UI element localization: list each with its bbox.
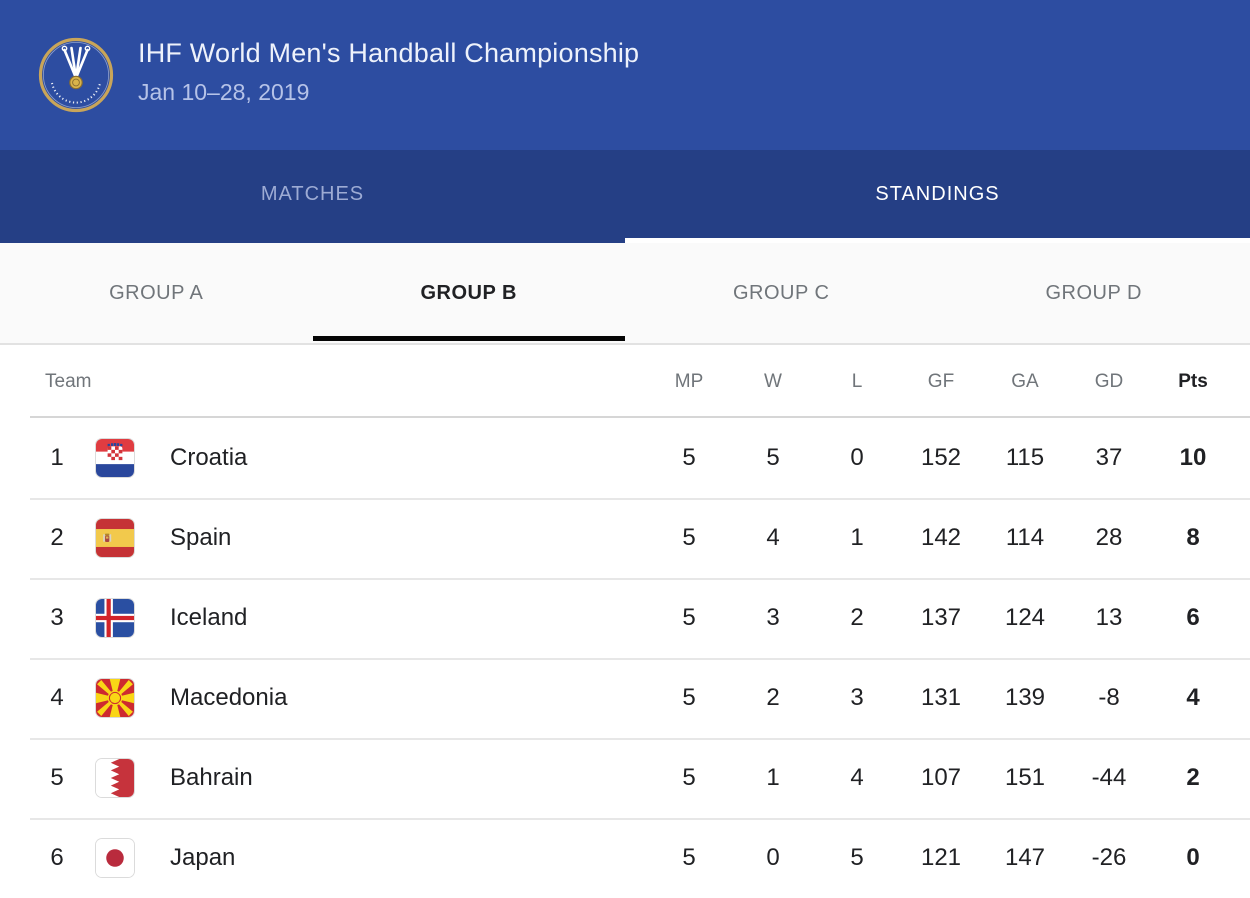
croatia-flag-icon xyxy=(96,439,134,477)
cell-pts: 8 xyxy=(1151,524,1235,552)
standings-table: Team MP W L GF GA GD Pts 1 Croatia 5 5 0… xyxy=(0,345,1250,898)
tab-group-d[interactable]: GROUP D xyxy=(938,243,1250,343)
table-row[interactable]: 5 Bahrain 5 1 4 107 151 -44 2 xyxy=(0,738,1250,818)
tab-group-c[interactable]: GROUP C xyxy=(625,243,938,343)
tab-group-b[interactable]: GROUP B xyxy=(313,243,626,343)
team-name: Bahrain xyxy=(170,764,647,792)
cell-w: 2 xyxy=(731,684,815,712)
japan-flag-icon xyxy=(96,839,134,877)
rank-number: 6 xyxy=(30,844,84,872)
bahrain-flag-icon xyxy=(96,759,134,797)
widget-header: IHF World Men's Handball Championship Ja… xyxy=(0,0,1250,150)
table-row[interactable]: 3 Iceland 5 3 2 137 124 13 6 xyxy=(0,578,1250,658)
table-row[interactable]: 2 Spain 5 4 1 142 114 28 8 xyxy=(0,498,1250,578)
col-w: W xyxy=(731,371,815,393)
cell-ga: 115 xyxy=(983,444,1067,472)
col-gd: GD xyxy=(1067,371,1151,393)
page-title: IHF World Men's Handball Championship xyxy=(138,38,639,69)
cell-mp: 5 xyxy=(647,844,731,872)
rank-number: 4 xyxy=(30,684,84,712)
cell-mp: 5 xyxy=(647,524,731,552)
event-dates: Jan 10–28, 2019 xyxy=(138,79,639,106)
rank-number: 3 xyxy=(30,604,84,632)
cell-pts: 0 xyxy=(1151,844,1235,872)
cell-gf: 152 xyxy=(899,444,983,472)
main-tab-bar: MATCHES STANDINGS xyxy=(0,150,1250,243)
cell-gd: 13 xyxy=(1067,604,1151,632)
cell-gf: 137 xyxy=(899,604,983,632)
cell-ga: 151 xyxy=(983,764,1067,792)
cell-pts: 6 xyxy=(1151,604,1235,632)
ihf-federation-logo-icon xyxy=(36,35,116,115)
cell-gf: 107 xyxy=(899,764,983,792)
tab-group-a[interactable]: GROUP A xyxy=(0,243,313,343)
cell-gd: -26 xyxy=(1067,844,1151,872)
cell-w: 1 xyxy=(731,764,815,792)
iceland-flag-icon xyxy=(96,599,134,637)
cell-gd: 37 xyxy=(1067,444,1151,472)
col-ga: GA xyxy=(983,371,1067,393)
team-name: Iceland xyxy=(170,604,647,632)
team-name: Macedonia xyxy=(170,684,647,712)
macedonia-flag-icon xyxy=(96,679,134,717)
team-name: Japan xyxy=(170,844,647,872)
rank-number: 5 xyxy=(30,764,84,792)
cell-w: 4 xyxy=(731,524,815,552)
cell-l: 1 xyxy=(815,524,899,552)
rank-number: 2 xyxy=(30,524,84,552)
cell-l: 3 xyxy=(815,684,899,712)
team-name: Croatia xyxy=(170,444,647,472)
cell-mp: 5 xyxy=(647,604,731,632)
cell-ga: 124 xyxy=(983,604,1067,632)
col-gf: GF xyxy=(899,371,983,393)
cell-gf: 121 xyxy=(899,844,983,872)
cell-mp: 5 xyxy=(647,444,731,472)
cell-pts: 2 xyxy=(1151,764,1235,792)
team-name: Spain xyxy=(170,524,647,552)
group-tab-bar: GROUP A GROUP B GROUP C GROUP D xyxy=(0,243,1250,345)
cell-ga: 114 xyxy=(983,524,1067,552)
tab-standings[interactable]: STANDINGS xyxy=(625,150,1250,243)
cell-w: 3 xyxy=(731,604,815,632)
cell-gf: 131 xyxy=(899,684,983,712)
cell-gd: -44 xyxy=(1067,764,1151,792)
standings-rows: 1 Croatia 5 5 0 152 115 37 10 2 Spain 5 … xyxy=(0,418,1250,898)
cell-w: 5 xyxy=(731,444,815,472)
table-row[interactable]: 1 Croatia 5 5 0 152 115 37 10 xyxy=(0,418,1250,498)
rank-number: 1 xyxy=(30,444,84,472)
cell-ga: 147 xyxy=(983,844,1067,872)
tab-matches[interactable]: MATCHES xyxy=(0,150,625,243)
cell-gf: 142 xyxy=(899,524,983,552)
cell-gd: -8 xyxy=(1067,684,1151,712)
cell-ga: 139 xyxy=(983,684,1067,712)
cell-mp: 5 xyxy=(647,684,731,712)
col-l: L xyxy=(815,371,899,393)
spain-flag-icon xyxy=(96,519,134,557)
cell-l: 0 xyxy=(815,444,899,472)
cell-l: 5 xyxy=(815,844,899,872)
standings-header-row: Team MP W L GF GA GD Pts xyxy=(0,345,1250,418)
table-row[interactable]: 4 Macedonia 5 2 3 131 139 -8 4 xyxy=(0,658,1250,738)
cell-w: 0 xyxy=(731,844,815,872)
table-row[interactable]: 6 Japan 5 0 5 121 147 -26 0 xyxy=(0,818,1250,898)
cell-mp: 5 xyxy=(647,764,731,792)
cell-l: 4 xyxy=(815,764,899,792)
cell-pts: 10 xyxy=(1151,444,1235,472)
cell-gd: 28 xyxy=(1067,524,1151,552)
col-pts: Pts xyxy=(1151,371,1235,393)
col-team: Team xyxy=(30,371,647,393)
cell-pts: 4 xyxy=(1151,684,1235,712)
cell-l: 2 xyxy=(815,604,899,632)
col-mp: MP xyxy=(647,371,731,393)
